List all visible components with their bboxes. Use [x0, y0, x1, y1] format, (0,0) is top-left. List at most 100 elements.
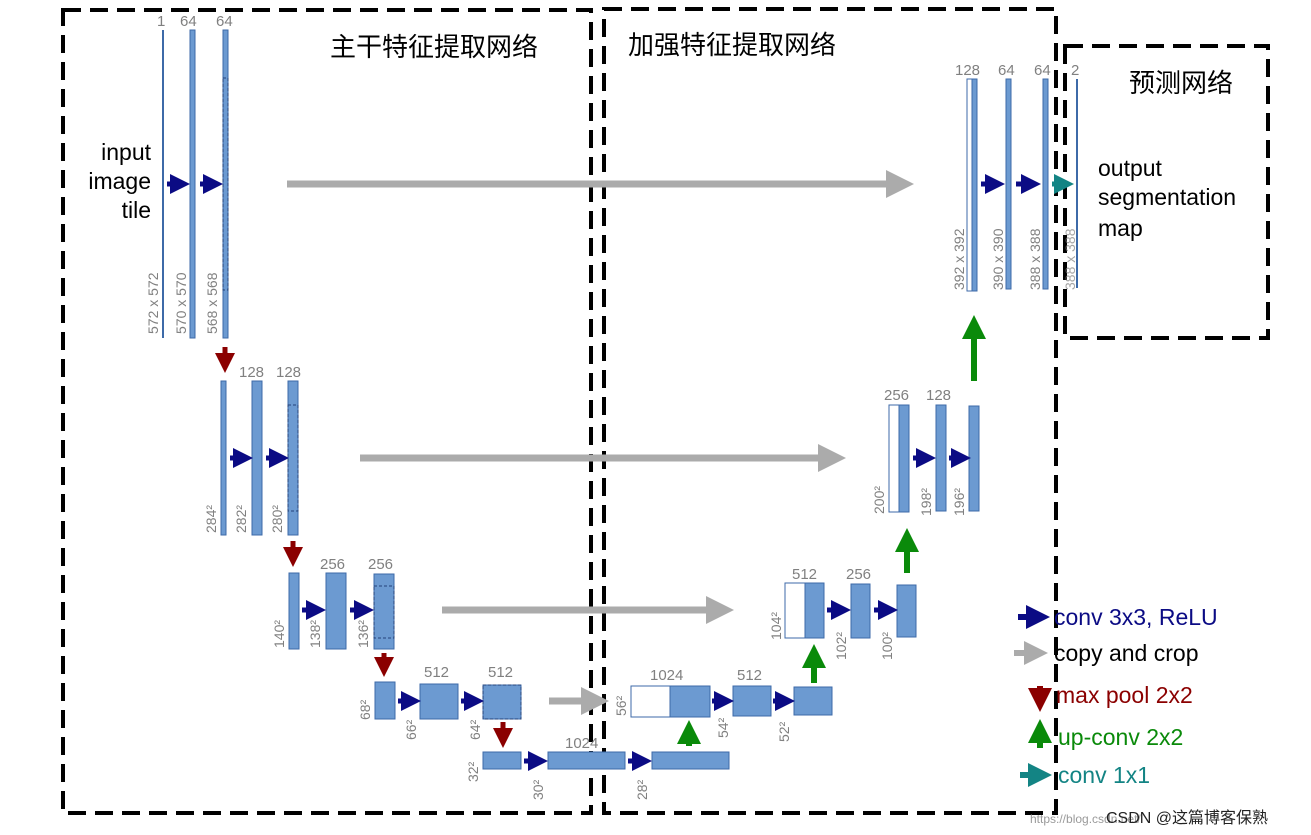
feature-map — [374, 681, 396, 720]
channel-label: 1024 — [650, 667, 683, 684]
feature-map — [287, 380, 299, 536]
size-label: 54² — [715, 717, 731, 738]
size-label: 280² — [269, 505, 285, 533]
channel-label: 256 — [846, 566, 871, 583]
size-label: 284² — [203, 505, 219, 533]
size-label: 572 x 572 — [145, 272, 161, 334]
copy-crop-arrows — [287, 170, 914, 715]
encoder-title: 主干特征提取网络 — [330, 33, 538, 63]
feature-map — [898, 404, 910, 513]
feature-map — [325, 572, 347, 650]
channel-label: 128 — [276, 364, 301, 381]
decoder-level-2: 256 128 200² 198² 196² — [871, 387, 980, 516]
size-label: 104² — [768, 612, 784, 640]
decoder-level-4: 1024 512 56² 54² 52² — [613, 667, 833, 742]
feature-map — [1042, 78, 1049, 290]
svg-text:up-conv 2x2: up-conv 2x2 — [1058, 724, 1183, 750]
channel-label: 64 — [180, 13, 197, 30]
size-label: 198² — [918, 488, 934, 516]
feature-map — [850, 583, 871, 639]
channel-label: 64 — [1034, 62, 1051, 79]
size-label: 30² — [530, 779, 546, 800]
input-label-line: tile — [122, 197, 151, 223]
upconv-arrows — [677, 315, 986, 746]
input-label-line: input — [101, 139, 151, 165]
watermark-text: CSDN @这篇博客保熟 — [1106, 809, 1268, 827]
encoder-level-1: 1 64 64 572 x 572 570 x 570 568 x 568 in… — [88, 13, 233, 339]
feature-map — [896, 584, 917, 638]
size-label: 66² — [403, 719, 419, 740]
channel-label: 256 — [320, 556, 345, 573]
feature-map — [419, 683, 459, 720]
size-label: 388 x 388 — [1062, 228, 1078, 290]
size-label: 200² — [871, 486, 887, 514]
feature-map-copied — [888, 404, 900, 513]
encoder-level-2: 128 128 284² 282² 280² — [203, 364, 301, 536]
legend-item-conv3x3: conv 3x3, ReLU — [1018, 604, 1218, 630]
feature-map — [651, 751, 730, 770]
conv-arrows — [167, 174, 1041, 771]
feature-map — [968, 405, 980, 512]
feature-map-copied — [966, 78, 973, 292]
size-label: 392 x 392 — [951, 228, 967, 290]
size-label: 568 x 568 — [204, 272, 220, 334]
size-label: 64² — [467, 719, 483, 740]
channel-label: 64 — [216, 13, 233, 30]
channel-label: 128 — [926, 387, 951, 404]
size-label: 100² — [879, 632, 895, 660]
feature-map — [288, 572, 300, 650]
size-label: 388 x 388 — [1027, 228, 1043, 290]
legend-item-upconv: up-conv 2x2 — [1028, 719, 1183, 750]
channel-label: 512 — [424, 664, 449, 681]
output-label-line: output — [1098, 155, 1163, 181]
decoder-level-3: 512 256 104² 102² 100² — [768, 566, 917, 660]
head-title: 预测网络 — [1129, 69, 1233, 99]
feature-map — [189, 29, 196, 339]
size-label: 196² — [951, 488, 967, 516]
feature-map — [482, 684, 522, 720]
channel-label: 512 — [737, 667, 762, 684]
feature-map-copied — [630, 685, 671, 718]
feature-map — [482, 751, 522, 770]
feature-map — [222, 29, 229, 339]
legend-item-conv1x1: conv 1x1 — [1020, 762, 1150, 788]
watermark-url: https://blog.csdn.net/ — [1030, 812, 1141, 826]
channel-label: 512 — [488, 664, 513, 681]
input-label-line: image — [88, 168, 151, 194]
size-label: 138² — [307, 620, 323, 648]
channel-label: 256 — [884, 387, 909, 404]
size-label: 390 x 390 — [990, 228, 1006, 290]
feature-map — [669, 685, 711, 718]
crop-region — [287, 404, 299, 512]
channel-label: 512 — [792, 566, 817, 583]
maxpool-arrows — [215, 347, 513, 748]
size-label: 136² — [355, 620, 371, 648]
bottleneck-level: 1024 32² 30² 28² — [465, 735, 730, 800]
feature-map — [804, 582, 825, 639]
size-label: 52² — [776, 721, 792, 742]
feature-map — [1005, 78, 1012, 290]
feature-map — [971, 78, 978, 292]
crop-region — [373, 585, 395, 639]
legend-item-maxpool: max pool 2x2 — [1028, 682, 1193, 712]
decoder-title: 加强特征提取网络 — [628, 31, 836, 61]
svg-text:conv 1x1: conv 1x1 — [1058, 762, 1150, 788]
feature-map-copied — [784, 582, 806, 639]
channel-label: 64 — [998, 62, 1015, 79]
channel-label: 1024 — [565, 735, 598, 752]
size-label: 68² — [357, 699, 373, 720]
feature-map — [251, 380, 263, 536]
crop-region — [222, 77, 229, 291]
channel-label: 128 — [239, 364, 264, 381]
feature-map — [732, 685, 772, 717]
decoder-level-1: 128 64 64 2 392 x 392 390 x 390 388 x 38… — [951, 62, 1236, 292]
feature-map — [547, 751, 626, 770]
size-label: 102² — [833, 632, 849, 660]
size-label: 32² — [465, 761, 481, 782]
channel-label: 2 — [1071, 62, 1079, 79]
size-label: 140² — [271, 620, 287, 648]
output-label-line: segmentation — [1098, 184, 1236, 210]
decoder-section-box — [602, 7, 1058, 815]
size-label: 282² — [233, 505, 249, 533]
